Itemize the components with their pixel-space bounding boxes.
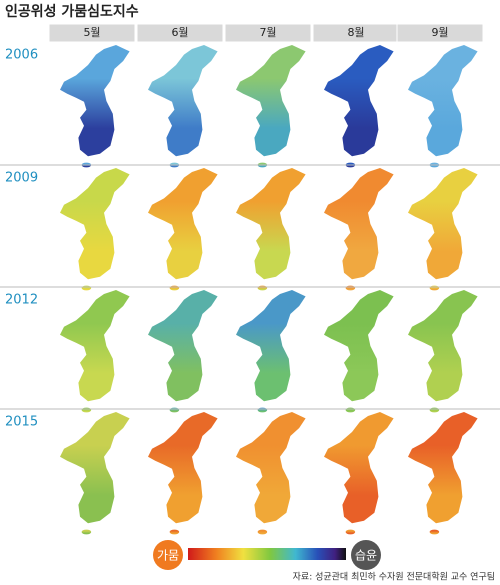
map xyxy=(236,290,306,413)
peninsula xyxy=(408,45,478,157)
year-label: 2006 xyxy=(5,48,38,63)
jeju xyxy=(81,529,92,535)
peninsula xyxy=(324,45,394,157)
map xyxy=(236,168,306,291)
peninsula xyxy=(60,412,130,524)
map xyxy=(408,168,478,291)
map xyxy=(408,412,478,535)
year-label: 2009 xyxy=(5,171,38,186)
peninsula xyxy=(236,412,306,524)
jeju xyxy=(169,529,180,535)
peninsula xyxy=(408,290,478,402)
jeju xyxy=(81,285,92,291)
jeju xyxy=(345,285,356,291)
map xyxy=(408,290,478,413)
jeju xyxy=(169,285,180,291)
map xyxy=(60,45,130,168)
month-label: 9월 xyxy=(431,26,448,39)
jeju xyxy=(429,407,440,413)
map xyxy=(60,412,130,535)
map xyxy=(148,168,218,291)
month-header xyxy=(224,23,312,43)
month-label: 5월 xyxy=(83,26,100,39)
map xyxy=(236,412,306,535)
color-scale xyxy=(188,548,346,560)
peninsula xyxy=(148,45,218,157)
map xyxy=(236,45,306,168)
map xyxy=(324,412,394,535)
title: 인공위성 가뭄심도지수 xyxy=(5,3,139,20)
year-label: 2015 xyxy=(5,415,38,430)
map xyxy=(324,45,394,168)
jeju xyxy=(257,407,268,413)
peninsula xyxy=(236,290,306,402)
peninsula xyxy=(148,412,218,524)
legend-wet: 습윤 xyxy=(355,549,377,563)
map xyxy=(408,45,478,168)
peninsula xyxy=(324,168,394,280)
map xyxy=(148,45,218,168)
peninsula xyxy=(60,290,130,402)
jeju xyxy=(429,285,440,291)
source: 자료: 성균관대 최민하 수자원 전문대학원 교수 연구팀 xyxy=(293,571,495,583)
wet-badge xyxy=(351,540,381,570)
peninsula xyxy=(148,290,218,402)
map xyxy=(324,290,394,413)
peninsula xyxy=(60,45,130,157)
jeju xyxy=(345,407,356,413)
month-label: 6월 xyxy=(171,26,188,39)
map xyxy=(148,412,218,535)
peninsula xyxy=(148,168,218,280)
peninsula xyxy=(324,412,394,524)
month-header xyxy=(136,23,224,43)
peninsula xyxy=(236,45,306,157)
peninsula xyxy=(324,290,394,402)
month-label: 7월 xyxy=(259,26,276,39)
map xyxy=(60,290,130,413)
peninsula xyxy=(408,168,478,280)
jeju xyxy=(257,285,268,291)
month-label: 8월 xyxy=(347,26,364,39)
jeju xyxy=(169,407,180,413)
jeju xyxy=(429,529,440,535)
jeju xyxy=(345,529,356,535)
dry-badge xyxy=(153,540,183,570)
month-header xyxy=(48,23,136,43)
map-grid: 5월 6월 7월 8월 9월 2006 2009 2012 2015 xyxy=(5,23,484,535)
month-header xyxy=(396,23,484,43)
map xyxy=(148,290,218,413)
peninsula xyxy=(408,412,478,524)
legend-dry: 가뭄 xyxy=(157,549,179,563)
peninsula xyxy=(236,168,306,280)
map xyxy=(324,168,394,291)
peninsula xyxy=(60,168,130,280)
map xyxy=(60,168,130,291)
jeju xyxy=(81,407,92,413)
year-label: 2012 xyxy=(5,293,38,308)
jeju xyxy=(257,529,268,535)
